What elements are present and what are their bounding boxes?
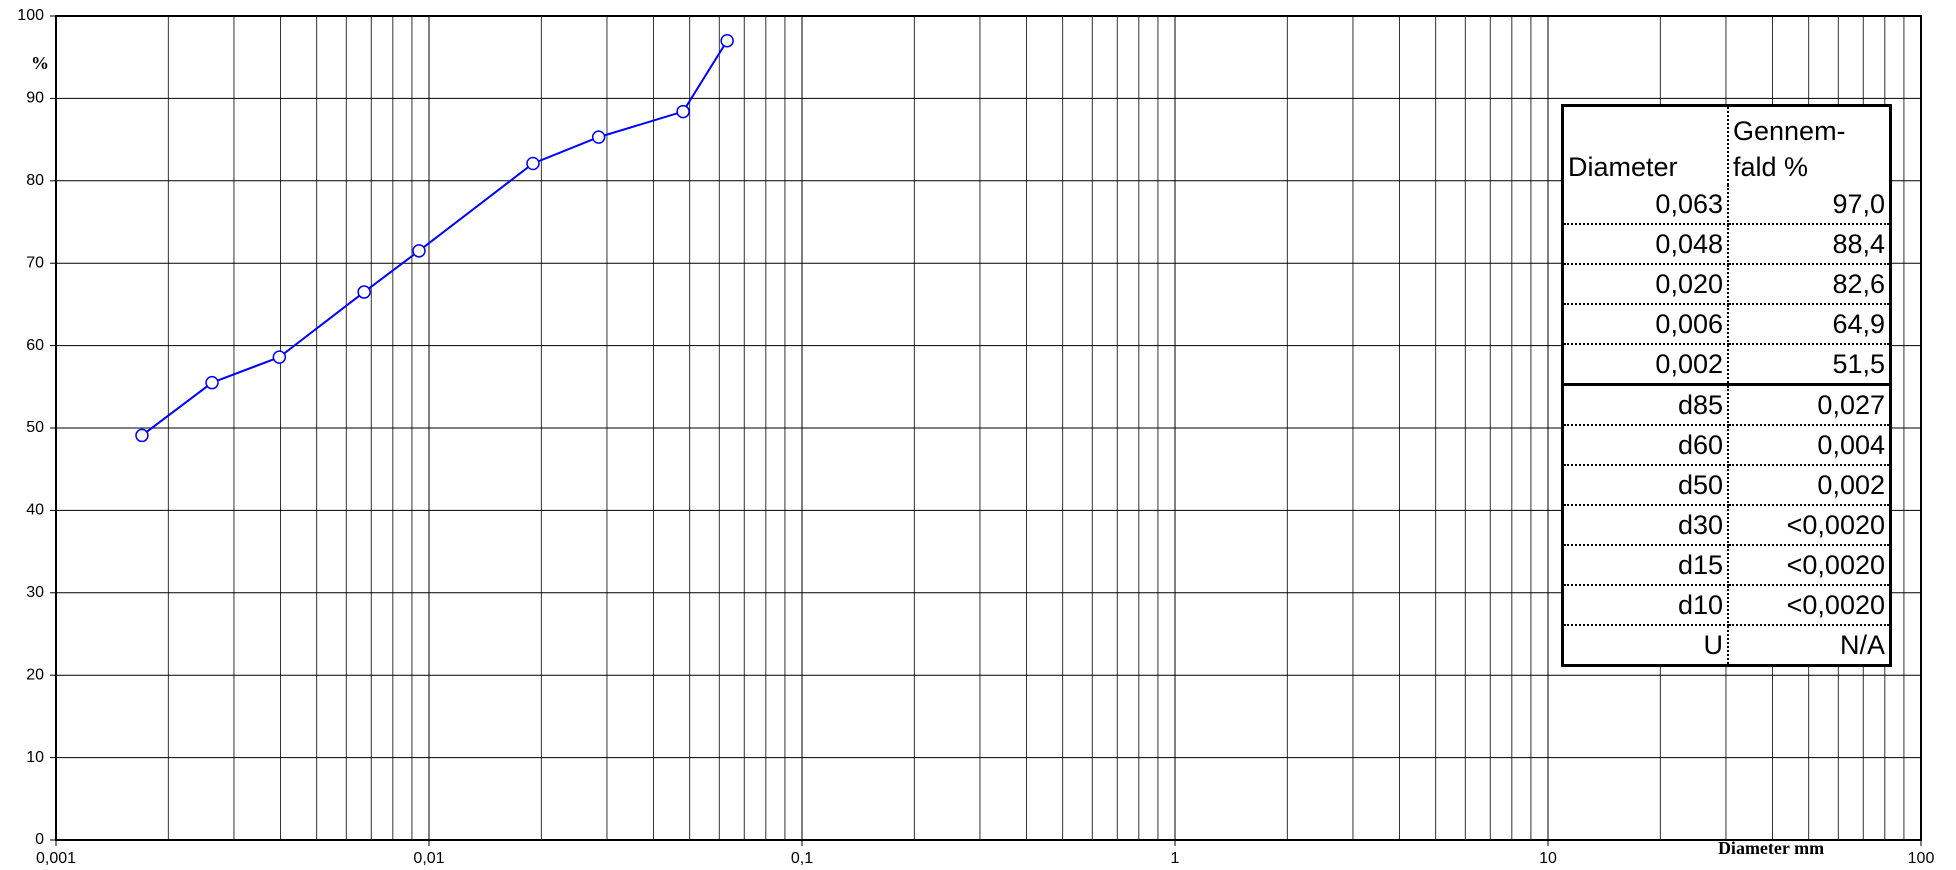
table-cell: <0,0020 — [1728, 545, 1891, 586]
y-tick-label: 70 — [26, 254, 44, 271]
table-row: 0,063 97,0 — [1562, 185, 1891, 225]
x-tick-label: 0,1 — [791, 850, 813, 867]
x-tick-label: 1 — [1171, 850, 1180, 867]
y-tick-label: 30 — [26, 584, 44, 601]
data-point — [676, 104, 690, 119]
table-row: d30 <0,0020 — [1562, 505, 1891, 546]
table-cell: d85 — [1562, 384, 1729, 426]
x-tick-label: 0,01 — [413, 850, 444, 867]
table-cell: d15 — [1562, 545, 1729, 586]
data-point — [526, 156, 540, 171]
table-cell: 0,004 — [1728, 425, 1891, 466]
table-cell: 0,002 — [1728, 465, 1891, 506]
table-cell: d10 — [1562, 585, 1729, 626]
table-row: d10 <0,0020 — [1562, 585, 1891, 626]
y-tick-label: 50 — [26, 419, 44, 436]
table-cell: 88,4 — [1728, 224, 1891, 265]
x-axis-label: Diameter mm — [1718, 838, 1824, 858]
data-point — [272, 350, 287, 364]
y-tick-label: 100 — [17, 7, 44, 24]
table-row: d85 0,027 — [1562, 384, 1891, 426]
table-cell: <0,0020 — [1728, 505, 1891, 546]
table-row: d60 0,004 — [1562, 425, 1891, 466]
table-row: 0,020 82,6 — [1562, 264, 1891, 305]
table-row: 0,002 51,5 — [1562, 344, 1891, 386]
table-header: Diameter Gennem-fald % — [1562, 105, 1891, 185]
table-cell: U — [1562, 625, 1729, 666]
y-tick-label: 80 — [26, 172, 44, 189]
data-point — [720, 33, 734, 48]
y-tick-label: 60 — [26, 337, 44, 354]
table-cell: 97,0 — [1728, 185, 1891, 225]
table-cell: 0,020 — [1562, 264, 1729, 305]
table-cell: 0,063 — [1562, 185, 1729, 225]
table-cell: 0,048 — [1562, 224, 1729, 265]
summary-table: Diameter Gennem-fald % 0,063 97,0 0,048 88,… — [1561, 104, 1892, 667]
table-cell: d60 — [1562, 425, 1729, 466]
y-tick-label: 0 — [35, 831, 44, 848]
table-cell: N/A — [1839, 630, 1885, 660]
header-cell: Diameter — [1562, 105, 1729, 185]
table-cell: 0,002 — [1562, 344, 1729, 386]
data-point — [357, 285, 371, 299]
x-tick-label: 100 — [1908, 850, 1935, 867]
table-cell: 0,027 — [1728, 384, 1891, 426]
x-tick-label: 10 — [1539, 850, 1557, 867]
data-point — [205, 375, 219, 390]
header-cell: Gennem-fald % — [1733, 116, 1846, 182]
table-cell: <0,0020 — [1728, 585, 1891, 626]
y-tick-label: 10 — [26, 749, 44, 766]
data-point — [135, 428, 149, 443]
data-point — [412, 244, 426, 258]
table-cell: 64,9 — [1728, 304, 1891, 345]
data-point — [591, 130, 606, 144]
table-row: 0,006 64,9 — [1562, 304, 1891, 345]
plot-frame — [55, 15, 1922, 841]
y-tick-label: 20 — [26, 666, 44, 683]
table-cell: 82,6 — [1728, 264, 1891, 305]
y-tick-label: 40 — [26, 502, 44, 519]
table-row: d50 0,002 — [1562, 465, 1891, 506]
table-cell: d50 — [1562, 465, 1729, 506]
table-cell: 0,006 — [1562, 304, 1729, 345]
table-cell: 51,5 — [1728, 344, 1891, 386]
y-tick-label: 90 — [26, 90, 44, 107]
y-axis-label: % — [31, 53, 49, 73]
data-line — [141, 40, 729, 437]
x-tick-label: 0,001 — [36, 850, 76, 867]
table-cell: d30 — [1562, 505, 1729, 546]
table-row: U N/A — [1562, 625, 1891, 666]
table-row: d15 <0,0020 — [1562, 545, 1891, 586]
table-row: 0,048 88,4 — [1562, 224, 1891, 265]
